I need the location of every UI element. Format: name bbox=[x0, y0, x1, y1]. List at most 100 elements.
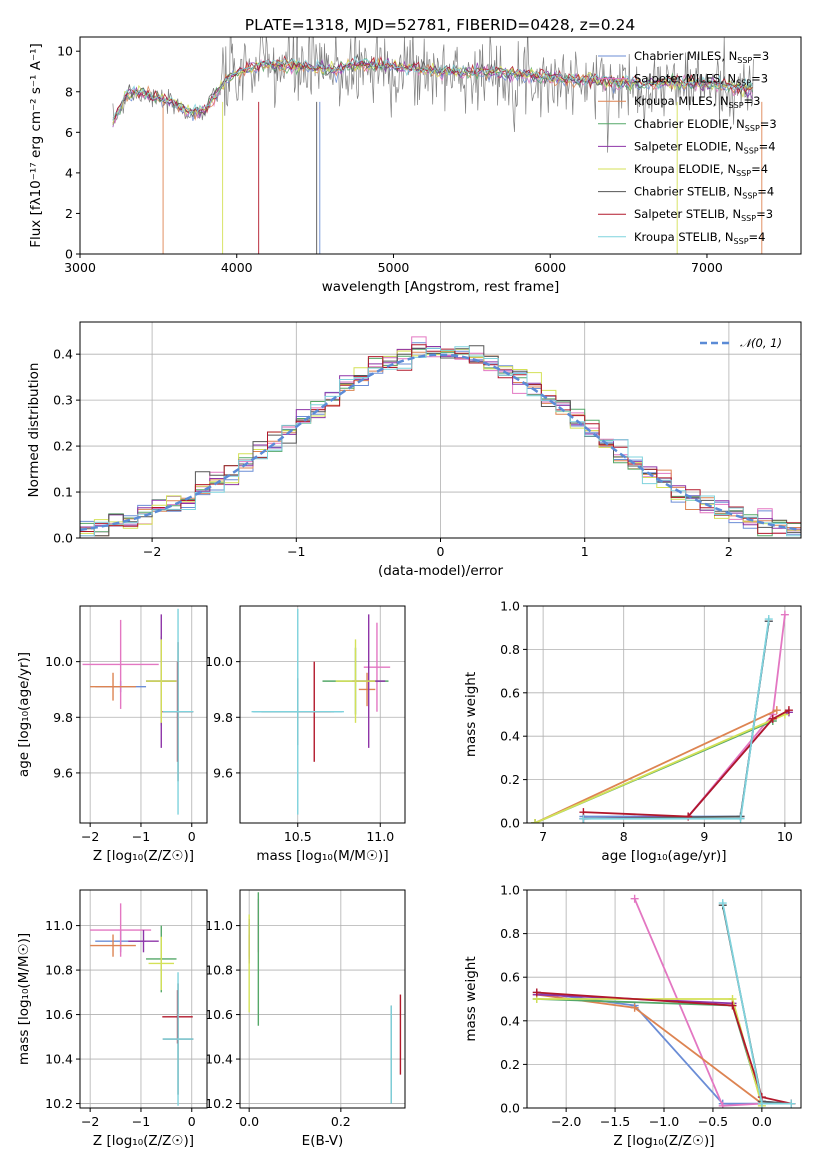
legend-entry: Salpeter ELODIE, NSSP=4 bbox=[634, 139, 776, 155]
series-layer bbox=[532, 894, 796, 1108]
series-layer bbox=[90, 903, 194, 1106]
y-tick-label: 2 bbox=[65, 206, 73, 221]
normal-curve bbox=[80, 353, 801, 532]
y-tick-label: 9.8 bbox=[213, 710, 233, 725]
legend-entry: Chabrier STELIB, NSSP=4 bbox=[634, 185, 774, 201]
y-tick-label: 0.6 bbox=[500, 970, 520, 985]
x-tick-label: 0.0 bbox=[239, 1114, 259, 1129]
x-tick-label: 1 bbox=[581, 544, 589, 559]
legend-entry: Chabrier MILES, NSSP=3 bbox=[634, 49, 769, 65]
y-tick-label: 0.1 bbox=[53, 485, 73, 500]
legend-entry: Kroupa ELODIE, NSSP=4 bbox=[634, 162, 768, 178]
y-tick-label: 9.6 bbox=[53, 765, 73, 780]
panel-age_vs_Z: −2 −1 0 9.6 9.8 10.0 Z [log₁₀(Z/Z☉)] age [log₁₀… bbox=[16, 605, 208, 864]
x-axis-label: wavelength [Angstrom, rest frame] bbox=[322, 279, 560, 295]
y-tick-label: 10.8 bbox=[45, 963, 73, 978]
x-tick-label: −1.0 bbox=[649, 1114, 679, 1129]
weight-marker bbox=[531, 819, 540, 823]
y-tick-label: 10.0 bbox=[205, 654, 233, 669]
y-tick-label: 10.0 bbox=[45, 654, 73, 669]
panel-age_vs_mass: 10.5 11.0 9.6 9.8 10.0 mass [log₁₀(M/M☉)] bbox=[205, 605, 406, 864]
plot-area bbox=[527, 605, 801, 824]
x-axis-label: (data-model)/error bbox=[378, 563, 504, 579]
weight-line bbox=[534, 713, 786, 823]
y-tick-label: 9.8 bbox=[53, 710, 73, 725]
weight-line bbox=[583, 709, 790, 818]
weight-marker bbox=[630, 894, 639, 903]
x-tick-label: −0.5 bbox=[698, 1114, 728, 1129]
x-tick-label: 0 bbox=[437, 544, 445, 559]
y-tick-label: 10.4 bbox=[205, 1052, 233, 1067]
weight-marker bbox=[780, 610, 789, 619]
x-axis-label: Z [log₁₀(Z/Z☉)] bbox=[613, 1133, 714, 1149]
y-tick-label: 10.6 bbox=[45, 1007, 73, 1022]
y-tick-label: 10.8 bbox=[205, 963, 233, 978]
x-tick-label: 11.0 bbox=[366, 829, 394, 844]
y-tick-label: 8 bbox=[65, 84, 73, 99]
legend-entry: Kroupa STELIB, NSSP=4 bbox=[634, 230, 765, 246]
figure-title: PLATE=1318, MJD=52781, FIBERID=0428, z=0… bbox=[245, 16, 635, 34]
x-tick-label: −1 bbox=[287, 544, 305, 559]
y-tick-label: 10.2 bbox=[205, 1096, 233, 1111]
x-tick-label: −2 bbox=[81, 1114, 99, 1129]
y-axis-label: Normed distribution bbox=[26, 363, 42, 498]
weight-marker bbox=[772, 706, 781, 715]
x-tick-label: 5000 bbox=[378, 260, 410, 275]
axes-frame bbox=[239, 889, 406, 1109]
x-tick-label: 6000 bbox=[534, 260, 566, 275]
x-tick-label: 0.0 bbox=[752, 1114, 772, 1129]
y-tick-label: 0.2 bbox=[500, 772, 520, 787]
panel-residual_hist: −2 −1 0 1 2 0.0 0.1 0.2 0.3 0.4 (data-model)/error… bbox=[26, 321, 802, 579]
series-layer bbox=[251, 608, 391, 815]
y-tick-label: 0.0 bbox=[53, 531, 73, 546]
y-tick-label: 0 bbox=[65, 247, 73, 262]
plot-area bbox=[80, 890, 207, 1108]
y-tick-label: 0.2 bbox=[500, 1057, 520, 1072]
x-tick-label: 7000 bbox=[691, 260, 723, 275]
model-spectrum-line bbox=[112, 55, 753, 122]
weight-marker bbox=[757, 1099, 766, 1108]
weight-line bbox=[536, 991, 762, 1105]
x-tick-label: −1.5 bbox=[600, 1114, 630, 1129]
axes-frame bbox=[79, 36, 802, 255]
axes-frame bbox=[79, 889, 208, 1109]
series-layer bbox=[82, 608, 194, 815]
axes-frame bbox=[526, 889, 802, 1109]
y-tick-label: 0.6 bbox=[500, 685, 520, 700]
x-tick-label: 0.2 bbox=[331, 1114, 351, 1129]
y-tick-label: 11.0 bbox=[45, 918, 73, 933]
x-axis-label: mass [log₁₀(M/M☉)] bbox=[256, 848, 388, 864]
x-tick-label: −2.0 bbox=[551, 1114, 581, 1129]
panel-mass_vs_Z: −2 −1 0 10.2 10.4 10.6 10.8 11.0 Z [log₁₀(Z/Z☉)]… bbox=[16, 889, 208, 1149]
x-tick-label: 0 bbox=[188, 829, 196, 844]
y-tick-label: 1.0 bbox=[500, 883, 520, 898]
x-axis-label: age [log₁₀(age/yr)] bbox=[601, 848, 726, 864]
weight-marker bbox=[736, 814, 745, 823]
y-axis-label: Flux [fλ10⁻¹⁷ erg cm⁻² s⁻¹ A⁻¹] bbox=[28, 43, 44, 248]
series-layer bbox=[80, 336, 801, 537]
y-axis-label: age [log₁₀(age/yr)] bbox=[16, 652, 32, 777]
x-tick-label: 4000 bbox=[221, 260, 253, 275]
x-axis-label: Z [log₁₀(Z/Z☉)] bbox=[93, 1133, 194, 1149]
plot-area bbox=[80, 606, 207, 823]
y-tick-label: 10.4 bbox=[45, 1052, 73, 1067]
panel-weight_vs_Z: −2.0 −1.5 −1.0 −0.5 0.0 0.0 0.2 0.4 0.6 0.8 1.0 Z [… bbox=[463, 883, 802, 1149]
y-tick-label: 1.0 bbox=[500, 599, 520, 614]
weight-line bbox=[536, 991, 792, 1105]
panel-spectrum: 3000 4000 5000 6000 7000 0 2 4 6 8 10 wavelength [A… bbox=[28, 36, 802, 295]
y-tick-label: 10 bbox=[57, 44, 73, 59]
x-tick-label: −2 bbox=[143, 544, 161, 559]
y-tick-label: 6 bbox=[65, 125, 73, 140]
y-tick-label: 0.3 bbox=[53, 393, 73, 408]
weight-marker bbox=[768, 714, 777, 723]
x-axis-label: Z [log₁₀(Z/Z☉)] bbox=[93, 848, 194, 864]
series-layer bbox=[531, 610, 793, 823]
plot-area bbox=[240, 606, 405, 823]
x-tick-label: −1 bbox=[132, 829, 150, 844]
axes-frame bbox=[526, 605, 802, 824]
y-axis-label: mass weight bbox=[463, 956, 479, 1041]
legend-entry: 𝒩(0, 1) bbox=[740, 336, 782, 350]
series-layer bbox=[248, 892, 402, 1104]
weight-line bbox=[583, 618, 770, 820]
